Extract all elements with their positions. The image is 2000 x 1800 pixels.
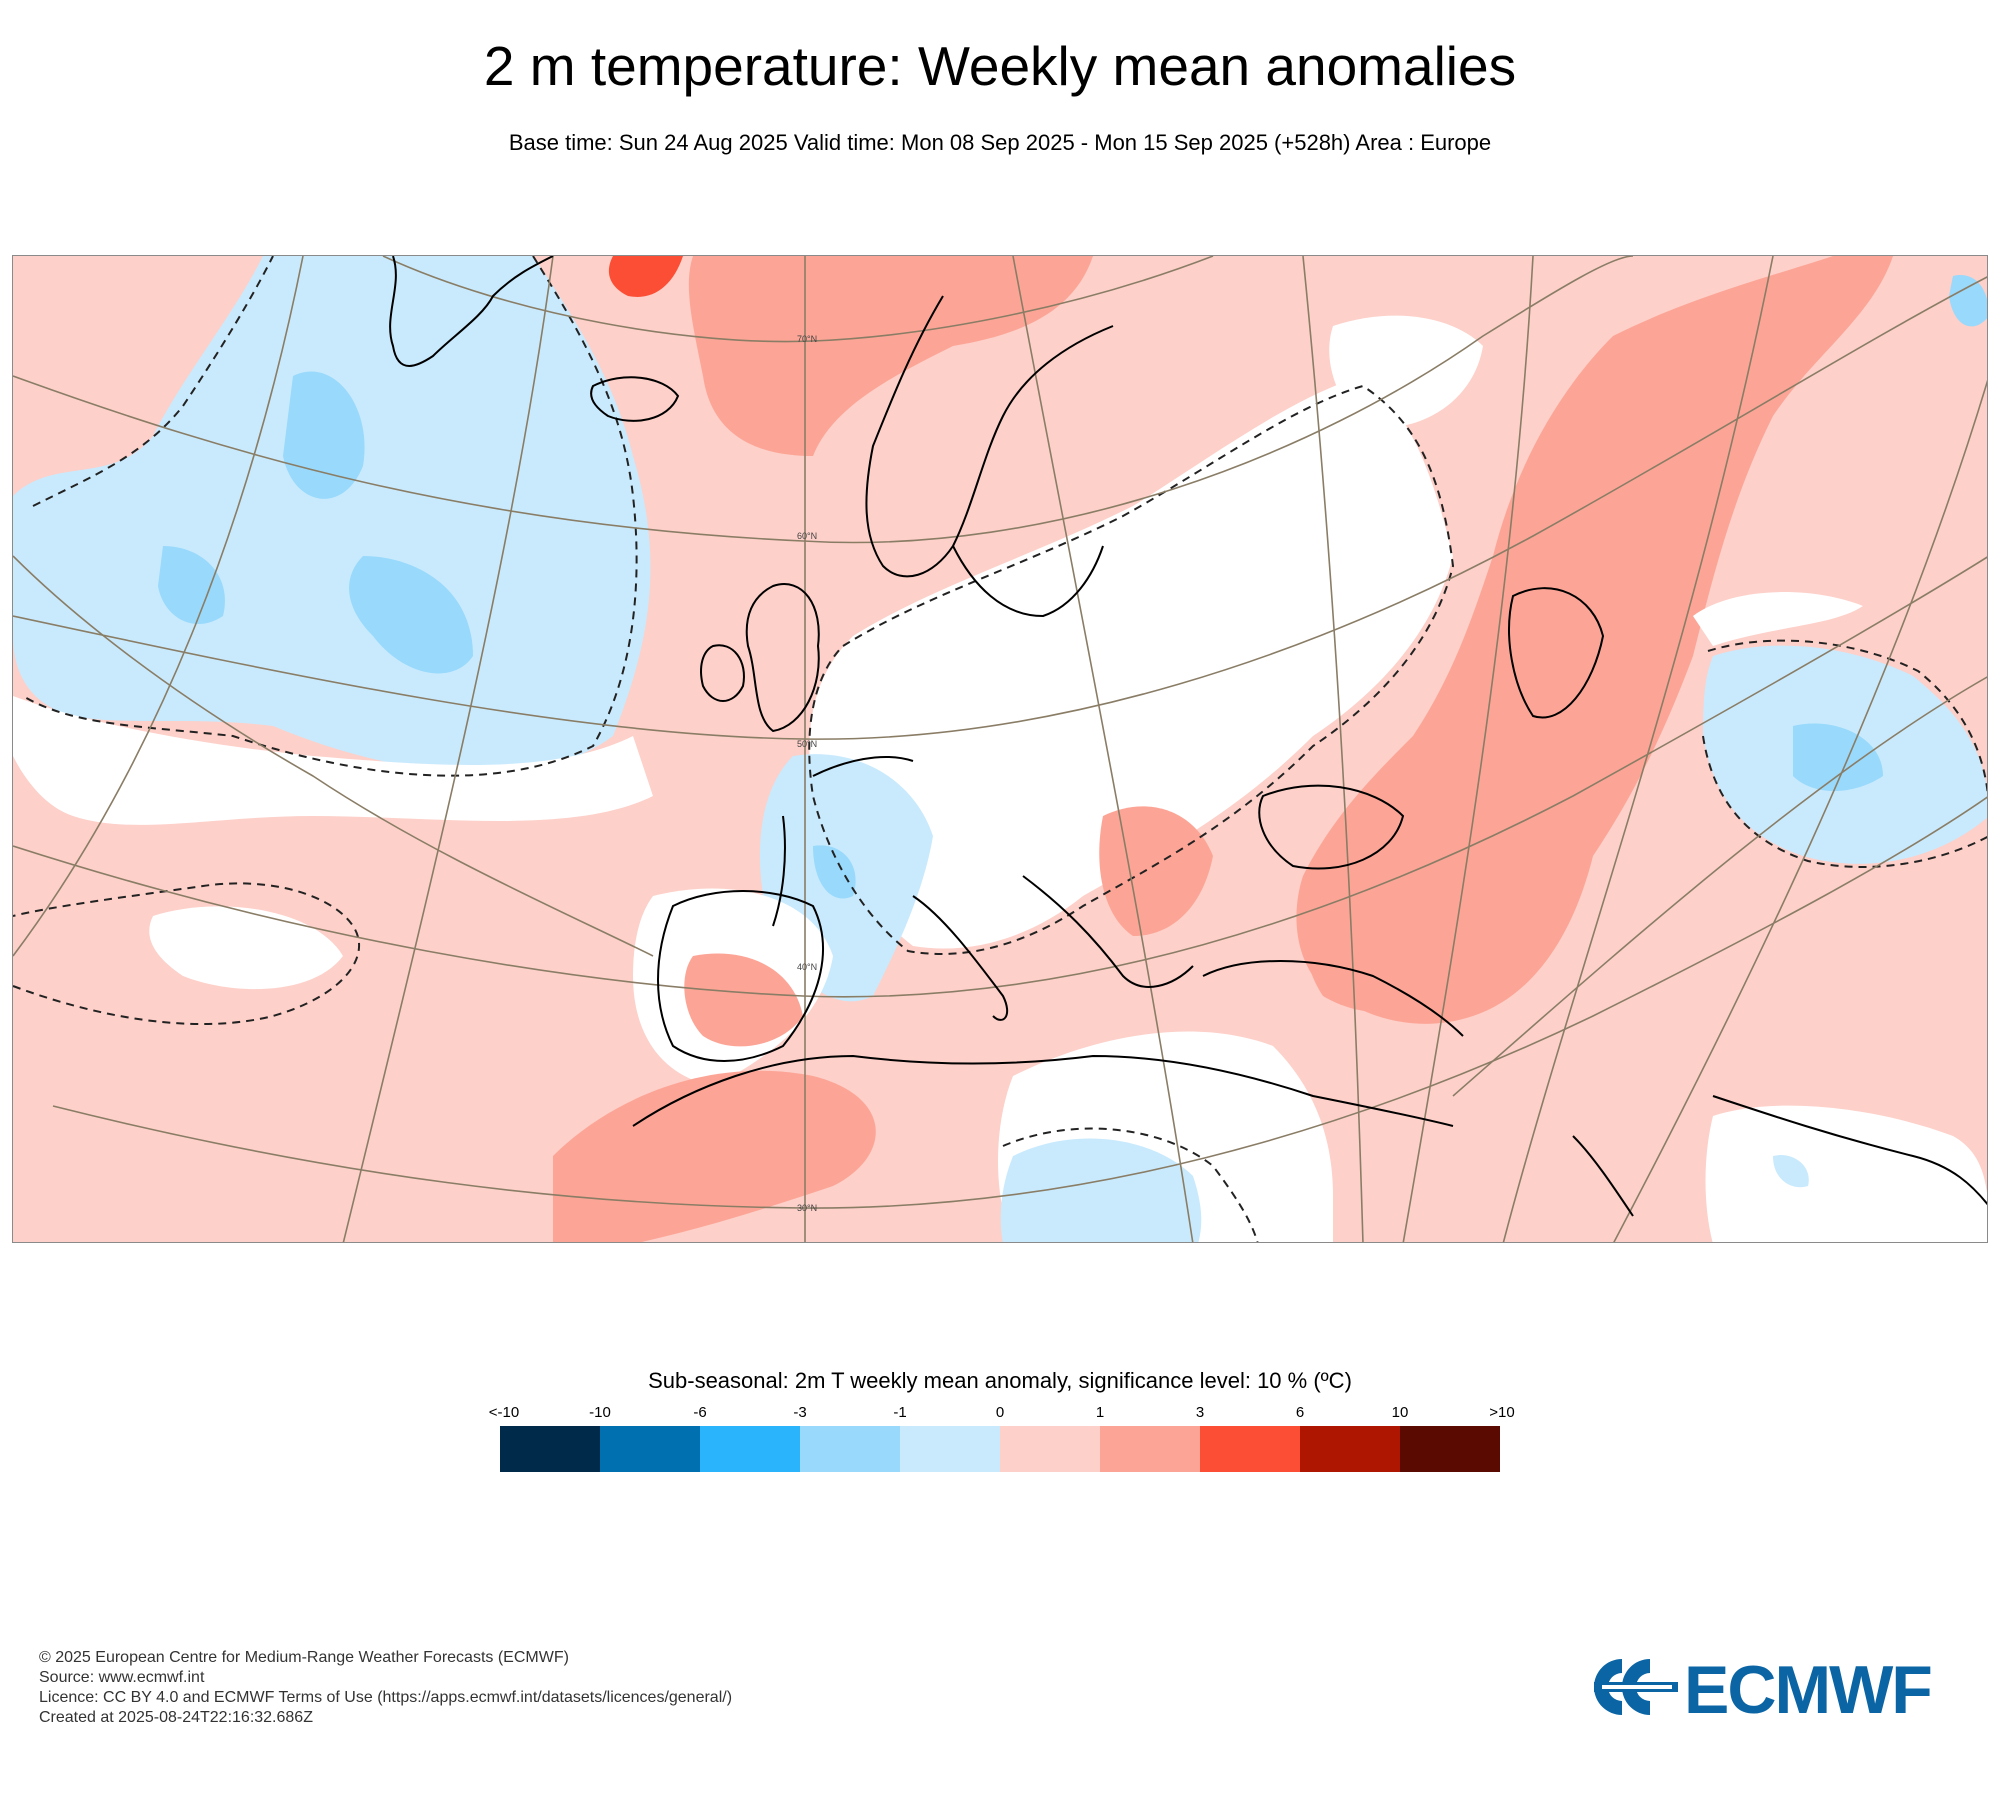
legend-tick: -10 bbox=[589, 1404, 611, 1421]
legend-tick: <-10 bbox=[488, 1404, 520, 1421]
libya-cold-region bbox=[1000, 1138, 1202, 1242]
lat-label-40n: 40°N bbox=[797, 962, 817, 972]
chart-subtitle: Base time: Sun 24 Aug 2025 Valid time: M… bbox=[508, 130, 1492, 155]
caspian-coast bbox=[1508, 587, 1605, 719]
arabia-cold-fleck bbox=[1773, 1155, 1809, 1188]
copyright-text: © 2025 European Centre for Medium-Range … bbox=[39, 1649, 569, 1666]
central-asia-cold-core bbox=[1793, 723, 1883, 791]
parallel-60n bbox=[13, 256, 1634, 544]
north-africa-warm bbox=[553, 1070, 876, 1242]
black-sea-warm bbox=[1304, 888, 1473, 1013]
atlantic-neutral-belt bbox=[13, 696, 653, 825]
sig-contour-atlantic-south bbox=[13, 882, 360, 1026]
atlantic-cold-region bbox=[13, 256, 651, 774]
sig-contour-asia bbox=[1702, 639, 1987, 868]
greenland-coast bbox=[389, 256, 554, 367]
caspian-cold-fleck bbox=[1949, 275, 1987, 327]
ecmwf-logo: ECMWF bbox=[1590, 1652, 1970, 1728]
parallel-40n bbox=[13, 556, 1987, 998]
legend-swatch bbox=[1100, 1426, 1200, 1472]
lat-label-70n: 70°N bbox=[797, 334, 817, 344]
sig-contour-central-europe bbox=[808, 384, 1455, 955]
europe-west-coast bbox=[772, 755, 914, 927]
created-text: Created at 2025-08-24T22:16:32.686Z bbox=[39, 1709, 313, 1726]
footer-credits: © 2025 European Centre for Medium-Range … bbox=[39, 1648, 732, 1728]
black-sea-coast bbox=[1258, 784, 1405, 870]
significance-contours bbox=[13, 256, 1987, 1242]
lat-label-60n: 60°N bbox=[797, 531, 817, 541]
iberia-coast bbox=[657, 890, 824, 1062]
balkans-warm bbox=[1099, 806, 1213, 936]
turkey-coast bbox=[1202, 960, 1464, 1037]
meridian-10e bbox=[1012, 256, 1194, 1242]
meridian-30w bbox=[13, 555, 654, 957]
legend-tick: 10 bbox=[1391, 1404, 1409, 1421]
ireland-coast bbox=[700, 644, 745, 702]
legend-tick: 6 bbox=[1295, 1404, 1305, 1421]
iberia-warm-core bbox=[684, 953, 803, 1047]
north-russia-neutral bbox=[1329, 315, 1483, 428]
alps-cold-core bbox=[813, 845, 856, 899]
legend-tick: -3 bbox=[793, 1404, 807, 1421]
lat-label-30n: 30°N bbox=[797, 1203, 817, 1213]
meridian-40e bbox=[1502, 256, 1774, 1242]
legend-title: Sub-seasonal: 2m T weekly mean anomaly, … bbox=[648, 1368, 1352, 1393]
italy-coast bbox=[912, 895, 1009, 1021]
parallel-70n bbox=[382, 256, 1214, 343]
map-canvas: 70°N 60°N 50°N 40°N 30°N bbox=[13, 256, 1987, 1242]
central-asia-neutral-rim bbox=[1693, 592, 1863, 646]
licence-text: Licence: CC BY 4.0 and ECMWF Terms of Us… bbox=[39, 1689, 733, 1706]
legend-tick: -1 bbox=[893, 1404, 907, 1421]
coastlines bbox=[389, 256, 1987, 1217]
legend-swatch bbox=[1400, 1426, 1500, 1472]
legend-swatch bbox=[600, 1426, 700, 1472]
ecmwf-logo-text: ECMWF bbox=[1684, 1652, 1933, 1728]
parallel-30n bbox=[52, 796, 1987, 1209]
arabia-coast bbox=[1712, 1095, 1987, 1206]
legend-tick: 3 bbox=[1195, 1404, 1205, 1421]
chart-title: 2 m temperature: Weekly mean anomalies bbox=[483, 35, 1517, 97]
legend-swatch bbox=[1000, 1426, 1100, 1472]
legend-swatch bbox=[800, 1426, 900, 1472]
legend-ticks: <-10 -10 -6 -3 -1 0 1 3 6 10 >10 bbox=[450, 1404, 1550, 1424]
arctic-warm-region bbox=[688, 256, 1093, 456]
atlantic-cold-core-3 bbox=[158, 546, 225, 625]
central-europe-neutral bbox=[809, 376, 1453, 949]
atlantic-cold-core-2 bbox=[349, 556, 473, 674]
legend-tick: >10 bbox=[1489, 1404, 1515, 1421]
legend-swatch bbox=[1300, 1426, 1400, 1472]
source-text: Source: www.ecmwf.int bbox=[39, 1669, 205, 1686]
arabia-neutral-region bbox=[1705, 1105, 1987, 1242]
legend-colorbar bbox=[500, 1426, 1500, 1472]
legend-swatch bbox=[1200, 1426, 1300, 1472]
meridian-20e bbox=[1302, 256, 1364, 1242]
greenland-strong-warm bbox=[608, 256, 683, 297]
iceland-coast bbox=[590, 376, 680, 422]
meridian-20w bbox=[13, 256, 304, 957]
ecmwf-logo-icon bbox=[1594, 1659, 1678, 1715]
legend-swatch bbox=[900, 1426, 1000, 1472]
red-sea-coast bbox=[1572, 1135, 1634, 1217]
british-isles-coast bbox=[745, 583, 820, 733]
lat-label-50n: 50°N bbox=[797, 739, 817, 749]
balkans-coast bbox=[1022, 875, 1194, 988]
graticule bbox=[13, 256, 1987, 1242]
meridian-50e bbox=[1613, 379, 1987, 1242]
eastern-europe-warm bbox=[1296, 256, 1893, 1024]
europe-anomaly-map: 70°N 60°N 50°N 40°N 30°N bbox=[12, 255, 1988, 1243]
legend-swatch bbox=[500, 1426, 600, 1472]
legend-tick: 1 bbox=[1095, 1404, 1105, 1421]
legend-tick: -6 bbox=[693, 1404, 707, 1421]
scandinavia-coast bbox=[865, 295, 1114, 578]
north-africa-coast bbox=[632, 1054, 1454, 1127]
meridian-30e bbox=[1402, 256, 1534, 1242]
baltic-coast bbox=[952, 545, 1104, 618]
meridian-40e-b bbox=[1452, 676, 1987, 1097]
meridian-10w bbox=[342, 256, 554, 1242]
legend-swatch bbox=[700, 1426, 800, 1472]
sig-contour-libya bbox=[1002, 1127, 1259, 1242]
legend-tick: 0 bbox=[995, 1404, 1005, 1421]
azores-neutral-region bbox=[149, 906, 343, 990]
